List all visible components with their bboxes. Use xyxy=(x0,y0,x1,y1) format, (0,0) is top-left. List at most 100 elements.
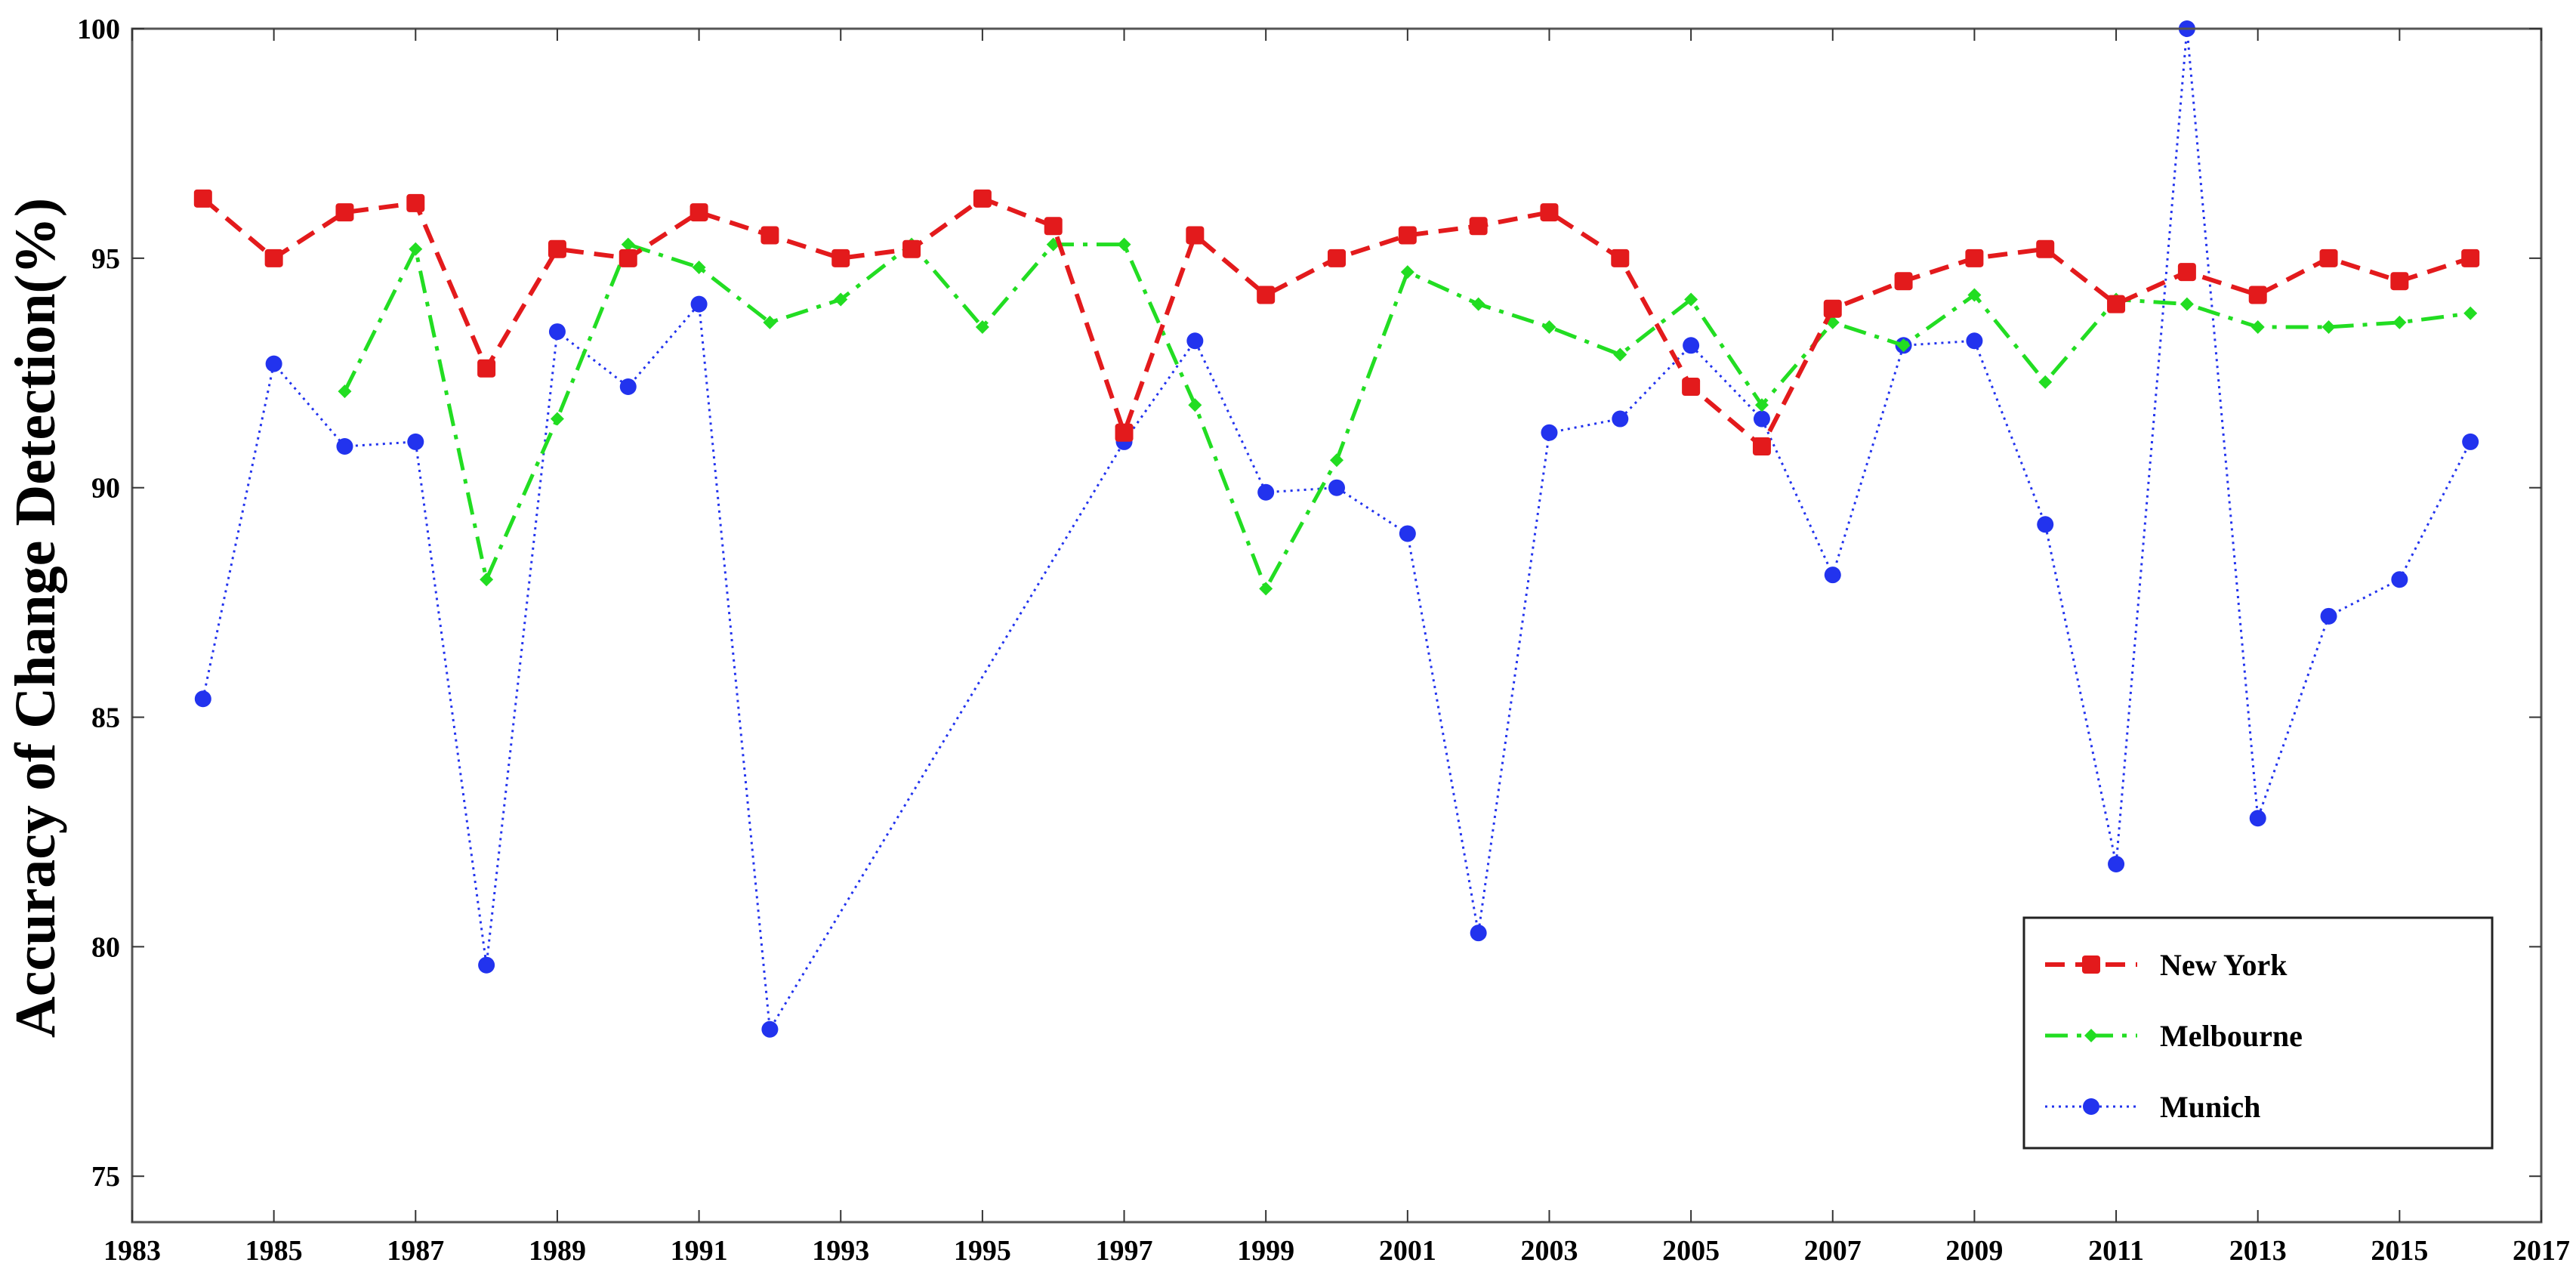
x-tick-label: 2003 xyxy=(1520,1235,1578,1267)
x-tick-label: 1987 xyxy=(387,1235,444,1267)
legend-label: Munich xyxy=(2160,1090,2260,1124)
munich-point xyxy=(2108,856,2125,872)
melbourne-point xyxy=(1188,398,1202,412)
x-tick-label: 1991 xyxy=(671,1235,728,1267)
new-york-point xyxy=(973,189,992,208)
new-york-point xyxy=(335,203,354,222)
melbourne-point xyxy=(1613,347,1627,362)
legend-label: Melbourne xyxy=(2160,1019,2303,1053)
munich-point xyxy=(2037,516,2054,533)
munich-point xyxy=(2320,607,2337,625)
new-york-point xyxy=(548,239,566,258)
new-york-point xyxy=(1398,226,1417,245)
x-tick-label: 1997 xyxy=(1096,1235,1153,1267)
new-york-point xyxy=(2390,272,2409,291)
melbourne-point xyxy=(1330,453,1344,468)
new-york-point xyxy=(2248,286,2267,304)
new-york-point xyxy=(690,203,708,222)
x-tick-label: 2017 xyxy=(2513,1235,2570,1267)
munich-point xyxy=(265,355,282,372)
plot-area-frame xyxy=(131,27,2543,1224)
melbourne-point xyxy=(2463,306,2478,320)
y-tick-label: 100 xyxy=(77,14,120,45)
melbourne-point xyxy=(338,384,352,399)
series-line xyxy=(202,27,2472,1031)
series-2 xyxy=(194,20,2479,1038)
new-york-point xyxy=(2461,249,2480,267)
legend-label: New York xyxy=(2160,948,2288,982)
x-tick-label: 1993 xyxy=(812,1235,869,1267)
x-tick-label: 2013 xyxy=(2229,1235,2287,1267)
x-tick-label: 2005 xyxy=(1662,1235,1720,1267)
new-york-point xyxy=(1611,249,1630,267)
munich-point xyxy=(690,295,708,313)
munich-point xyxy=(1186,332,1204,350)
munich-point xyxy=(194,690,211,708)
new-york-point xyxy=(2177,263,2196,282)
y-axis-label: Accuracy of Change Detection(%) xyxy=(4,198,67,1038)
munich-point xyxy=(1470,925,1487,942)
melbourne-point xyxy=(1754,398,1769,412)
melbourne-point xyxy=(834,292,848,307)
new-york-point xyxy=(1752,437,1771,455)
y-tick-label: 75 xyxy=(91,1161,120,1193)
new-york-point xyxy=(1540,203,1559,222)
y-tick-label: 95 xyxy=(91,243,120,275)
munich-point xyxy=(1328,479,1345,496)
series-0 xyxy=(193,189,2480,455)
melbourne-point xyxy=(1967,288,1982,302)
x-tick-label: 2011 xyxy=(2088,1235,2144,1267)
new-york-point xyxy=(477,359,496,378)
melbourne-point xyxy=(1117,237,1131,252)
melbourne-point xyxy=(550,412,564,426)
munich-point xyxy=(407,433,424,450)
melbourne-point xyxy=(621,237,635,252)
new-york-point xyxy=(2036,239,2055,258)
new-york-point xyxy=(1044,217,1063,236)
munich-point xyxy=(619,378,637,395)
melbourne-point xyxy=(1471,297,1485,311)
legend: New York Melbourne Munich xyxy=(2022,916,2494,1150)
melbourne-point xyxy=(1259,582,1273,596)
x-tick-label: 2009 xyxy=(1945,1235,2003,1267)
y-tick-label: 80 xyxy=(91,931,120,963)
melbourne-point xyxy=(1684,292,1698,307)
munich-point xyxy=(1399,525,1416,542)
new-york-point xyxy=(1823,299,1842,318)
new-york-point xyxy=(1965,249,1984,267)
x-tick-label: 1989 xyxy=(529,1235,586,1267)
munich-point xyxy=(1966,332,1983,350)
series-line xyxy=(201,196,2472,449)
new-york-point xyxy=(1328,249,1346,267)
new-york-point xyxy=(2319,249,2338,267)
melbourne-point xyxy=(2321,320,2336,334)
melbourne-point xyxy=(692,261,706,274)
melbourne-point xyxy=(975,320,989,334)
new-york-point xyxy=(760,226,779,245)
new-york-point xyxy=(1469,217,1488,236)
series-layer xyxy=(193,20,2480,1038)
munich-point xyxy=(548,323,566,341)
melbourne-point xyxy=(2251,320,2265,334)
y-tick-label: 90 xyxy=(91,473,120,505)
munich-point xyxy=(1257,483,1275,501)
munich-point xyxy=(1753,410,1770,428)
munich-point xyxy=(2249,810,2266,827)
x-tick-label: 1995 xyxy=(954,1235,1011,1267)
new-york-point xyxy=(1257,286,1276,304)
munich-point xyxy=(1612,410,1629,428)
munich-point xyxy=(336,438,353,455)
new-york-point xyxy=(1186,226,1205,245)
new-york-point xyxy=(2107,295,2126,313)
melbourne-point xyxy=(2392,315,2407,329)
munich-point xyxy=(2083,1098,2099,1115)
melbourne-point xyxy=(2180,297,2194,311)
new-york-point xyxy=(902,239,921,258)
melbourne-point xyxy=(1542,320,1556,334)
new-york-point xyxy=(619,249,637,267)
melbourne-point xyxy=(2038,375,2053,389)
new-york-point xyxy=(1894,272,1913,291)
melbourne-point xyxy=(763,315,777,329)
melbourne-point xyxy=(1400,265,1414,279)
